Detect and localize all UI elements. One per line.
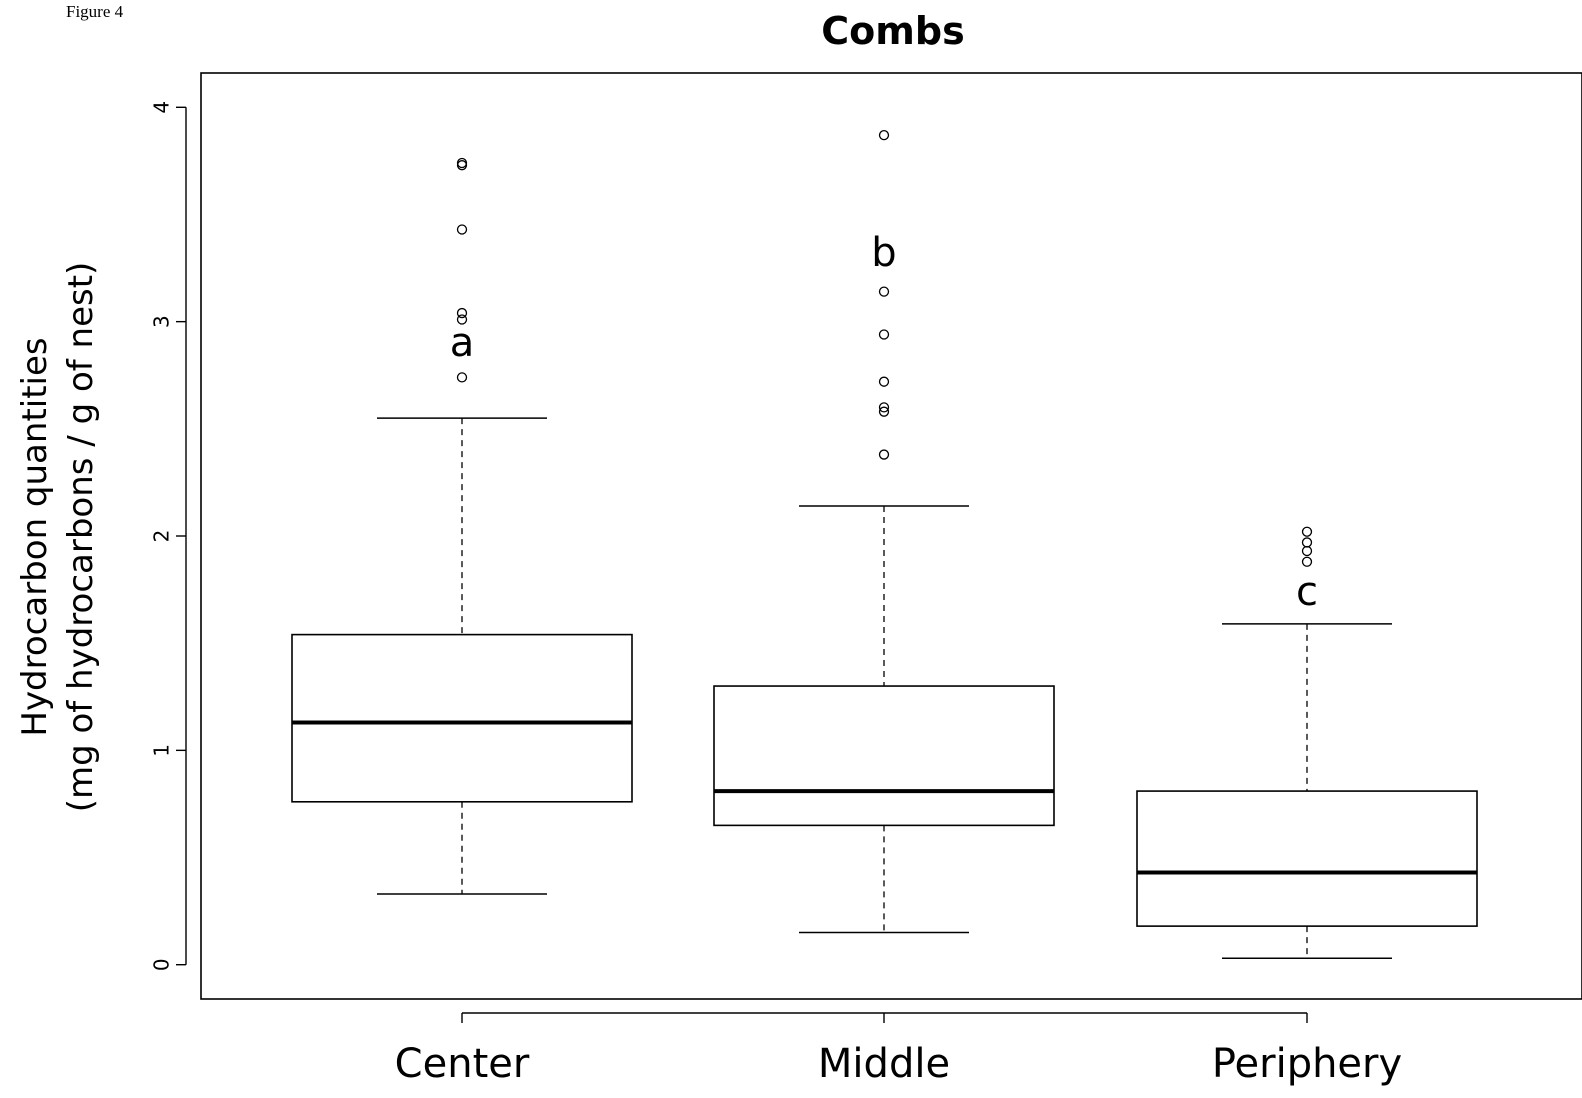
iqr-box (1136, 790, 1478, 927)
y-axis-label: Hydrocarbon quantities (mg of hydrocarbo… (15, 262, 101, 813)
y-axis: 0 1 2 3 4 (150, 101, 187, 971)
box-group-periphery: c (1136, 526, 1478, 960)
y-axis-label-line2: (mg of hydrocarbons / g of nest) (61, 262, 101, 813)
outlier-point (878, 406, 890, 417)
box-group-middle: b (713, 130, 1055, 934)
outlier-point (878, 449, 890, 460)
y-tick-label: 4 (150, 101, 174, 114)
outlier-point (456, 307, 468, 319)
outlier-point (878, 329, 890, 340)
boxes-layer: a b c (291, 130, 1478, 960)
figure-label: Figure 4 (66, 2, 124, 21)
outlier-point (878, 130, 890, 141)
y-tick-label: 3 (150, 315, 174, 328)
outlier-point (1301, 545, 1313, 557)
outlier-point (456, 157, 468, 169)
significance-letter: c (1296, 569, 1318, 615)
significance-letter: b (871, 230, 896, 276)
outlier-point (456, 372, 468, 383)
outlier-point (878, 286, 890, 297)
y-tick-label: 1 (150, 744, 174, 757)
x-tick-label: Center (395, 1041, 530, 1087)
outlier-point (1301, 526, 1313, 537)
outlier-point (456, 224, 468, 235)
outlier-point (878, 376, 890, 387)
outlier-point (456, 314, 468, 325)
x-tick-label: Middle (818, 1041, 950, 1087)
y-tick-label: 0 (150, 958, 174, 971)
y-axis-label-line1: Hydrocarbon quantities (15, 337, 55, 736)
outlier-point (1301, 537, 1313, 548)
significance-letter: a (450, 320, 475, 366)
outlier-point (878, 402, 890, 413)
iqr-box (291, 633, 633, 803)
box-group-center: a (291, 157, 633, 895)
plot-frame (200, 72, 1582, 1000)
x-tick-label: Periphery (1212, 1041, 1402, 1087)
chart-title: Combs (821, 9, 964, 53)
x-axis: Center Middle Periphery (395, 1012, 1402, 1087)
iqr-box (713, 685, 1055, 827)
y-tick-label: 2 (150, 530, 174, 543)
outlier-point (1301, 556, 1313, 567)
outlier-point (456, 160, 468, 171)
